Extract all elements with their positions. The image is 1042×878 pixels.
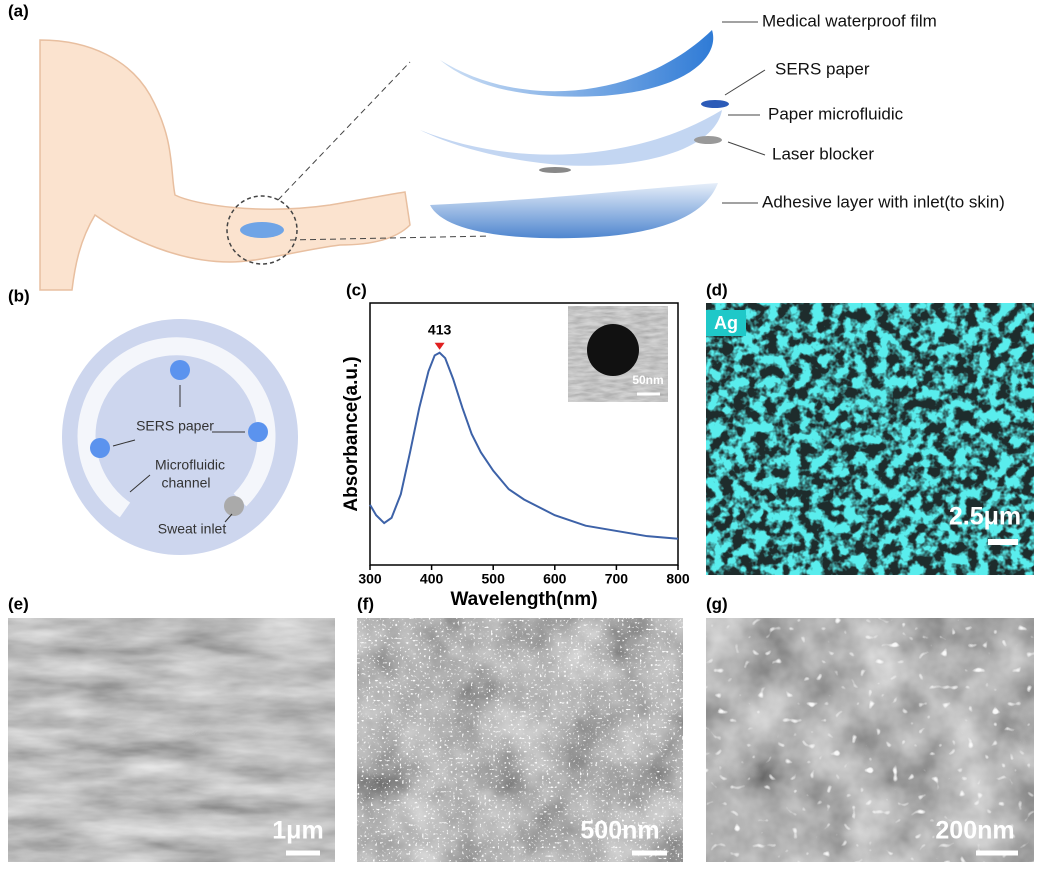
panel-label: (c) xyxy=(346,280,367,299)
layer-label: SERS paper xyxy=(775,59,870,78)
y-axis-label: Absorbance(a.u.) xyxy=(341,356,362,511)
x-tick-label: 500 xyxy=(482,571,506,587)
layer-label: Laser blocker xyxy=(772,144,874,163)
element-label: Ag xyxy=(714,313,738,333)
sers-dot xyxy=(248,422,268,442)
scale-label: 200nm xyxy=(935,817,1014,845)
x-tick-label: 700 xyxy=(605,571,629,587)
sers-paper-dot xyxy=(701,100,729,108)
scale-label: 1μm xyxy=(272,817,323,845)
panel-label: (e) xyxy=(8,594,29,613)
layer-adhesive xyxy=(430,183,718,238)
layer-label: Medical waterproof film xyxy=(762,11,937,30)
channel-label: channel xyxy=(161,475,210,491)
panel-label: (f) xyxy=(357,594,374,613)
x-tick-label: 300 xyxy=(358,571,382,587)
laser-blocker-dot xyxy=(539,167,571,173)
scale-label: 2.5μm xyxy=(949,503,1021,531)
laser-blocker-dot xyxy=(694,136,722,144)
leader xyxy=(725,70,765,95)
x-tick-label: 800 xyxy=(666,571,690,587)
inlet-label: Sweat inlet xyxy=(158,521,227,537)
nanoparticle xyxy=(587,324,639,376)
x-axis-label: Wavelength(nm) xyxy=(450,589,597,610)
panel-label: (a) xyxy=(8,1,29,20)
x-tick-label: 600 xyxy=(543,571,567,587)
channel-label: Microfluidic xyxy=(155,457,225,473)
patch xyxy=(240,222,284,238)
panel-label: (b) xyxy=(8,286,30,305)
scale-label: 500nm xyxy=(580,817,659,845)
panel-label: (d) xyxy=(706,280,728,299)
zoom-line xyxy=(278,62,410,200)
x-tick-label: 400 xyxy=(420,571,444,587)
layer-microfluidic xyxy=(420,110,722,166)
inlet-dot xyxy=(224,496,244,516)
peak-marker xyxy=(435,343,445,350)
leader xyxy=(728,142,765,155)
panel-label: (g) xyxy=(706,594,728,613)
layer-label: Paper microfluidic xyxy=(768,104,904,123)
figure-canvas: (a) Medical waterproof film SERS paper P… xyxy=(0,0,1042,878)
sers-dot xyxy=(90,438,110,458)
arm-illustration xyxy=(40,40,410,290)
figure: (a) Medical waterproof film SERS paper P… xyxy=(0,0,1042,878)
scale-label: 50nm xyxy=(632,373,663,387)
peak-label: 413 xyxy=(428,321,452,337)
sers-dot xyxy=(170,360,190,380)
eds-signal xyxy=(706,303,1034,575)
layer-film xyxy=(440,30,713,97)
sers-label: SERS paper xyxy=(136,418,214,434)
layer-label: Adhesive layer with inlet(to skin) xyxy=(762,192,1005,211)
